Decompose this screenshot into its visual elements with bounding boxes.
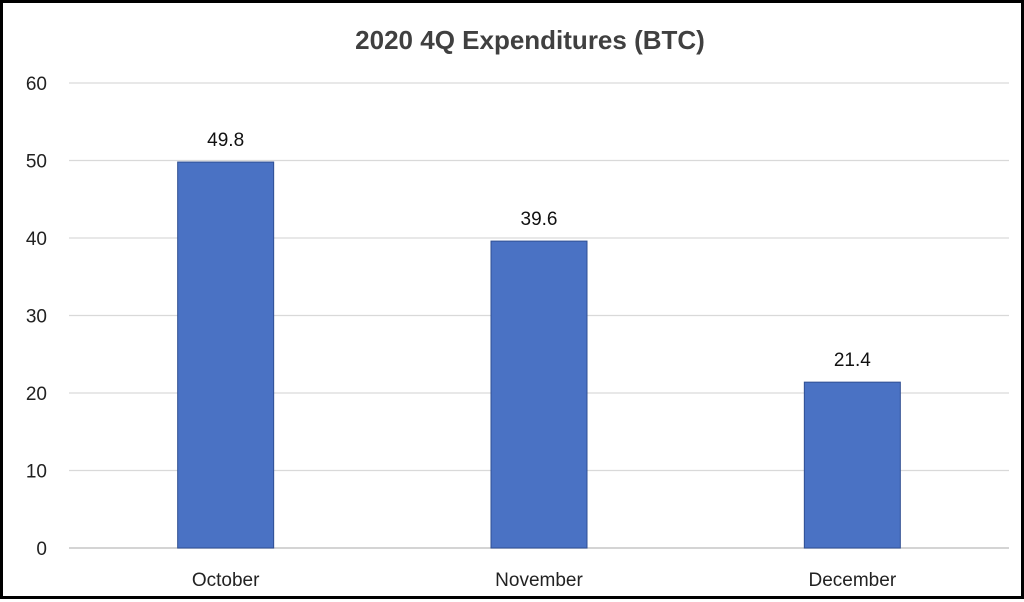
data-label-december: 21.4 bbox=[834, 350, 871, 371]
y-tick-label: 50 bbox=[26, 152, 47, 173]
bars bbox=[177, 161, 901, 549]
bar-october bbox=[177, 161, 275, 549]
y-tick-label: 30 bbox=[26, 307, 47, 328]
chart-title: 2020 4Q Expenditures (BTC) bbox=[355, 25, 705, 55]
y-tick-label: 40 bbox=[26, 229, 47, 250]
y-tick-label: 0 bbox=[36, 539, 47, 560]
y-axis-ticks: 0 10 20 30 40 50 60 bbox=[26, 74, 47, 560]
bar-chart: 2020 4Q Expenditures (BTC) 0 10 20 30 40 50 60… bbox=[26, 25, 1009, 591]
x-category-label: November bbox=[495, 570, 583, 591]
data-label-november: 39.6 bbox=[521, 209, 558, 230]
x-category-label: December bbox=[809, 570, 897, 591]
bar-november bbox=[490, 240, 588, 549]
y-tick-label: 10 bbox=[26, 462, 47, 483]
y-tick-label: 20 bbox=[26, 384, 47, 405]
x-category-label: October bbox=[192, 570, 260, 591]
bar-december bbox=[803, 381, 901, 549]
y-tick-label: 60 bbox=[26, 74, 47, 95]
data-labels: 49.8 39.6 21.4 bbox=[207, 130, 871, 371]
x-axis-categories: October November December bbox=[192, 570, 897, 591]
data-label-october: 49.8 bbox=[207, 130, 244, 151]
